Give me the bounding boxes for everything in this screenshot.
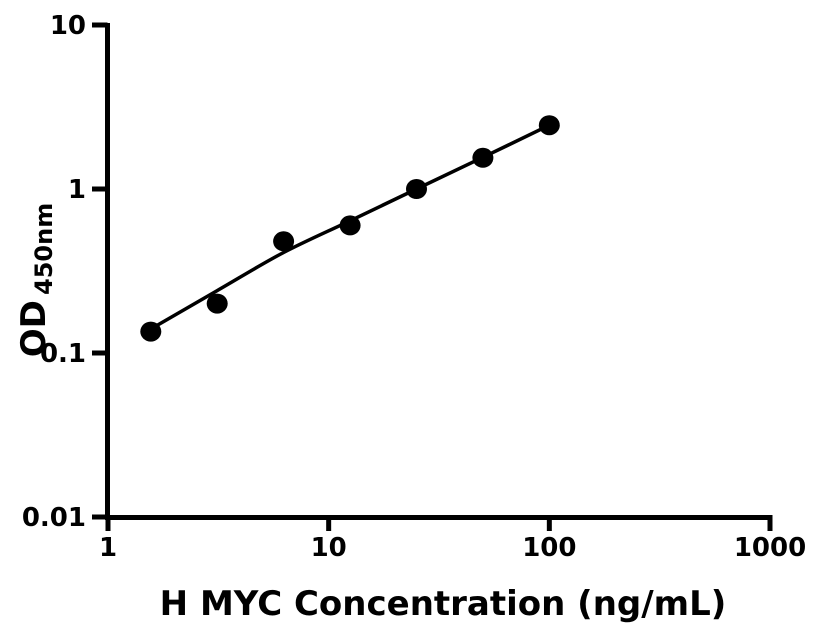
data-point-marker xyxy=(472,147,494,168)
x-tick-label-1: 1 xyxy=(99,533,117,563)
y-axis-title-main: OD xyxy=(14,300,54,357)
y-axis-title-subscript: 450nm xyxy=(30,203,58,295)
y-tick-label-1: 1 xyxy=(68,175,86,205)
x-tick-label-10: 10 xyxy=(311,533,347,563)
data-points xyxy=(140,115,560,342)
data-point-marker xyxy=(538,115,560,136)
data-point-marker xyxy=(406,179,427,199)
data-point-marker xyxy=(206,293,228,314)
x-axis-tick-labels: 1 10 100 1000 xyxy=(99,533,806,563)
y-tick-label-0p1: 0.1 xyxy=(40,339,86,369)
y-axis-tick-labels: 10 1 0.1 0.01 xyxy=(22,11,86,533)
y-tick-label-10: 10 xyxy=(50,11,86,41)
x-tick-label-100: 100 xyxy=(522,533,576,563)
x-tick-label-1000: 1000 xyxy=(734,533,806,563)
x-axis-title: H MYC Concentration (ng/mL) xyxy=(160,584,727,624)
data-point-marker xyxy=(339,215,361,236)
y-axis-title: OD 450nm xyxy=(14,203,58,357)
data-point-marker xyxy=(140,321,162,342)
x-axis-ticks xyxy=(105,517,773,531)
data-point-marker xyxy=(273,231,295,252)
y-tick-label-0p01: 0.01 xyxy=(22,503,86,533)
y-axis-ticks xyxy=(92,22,108,520)
